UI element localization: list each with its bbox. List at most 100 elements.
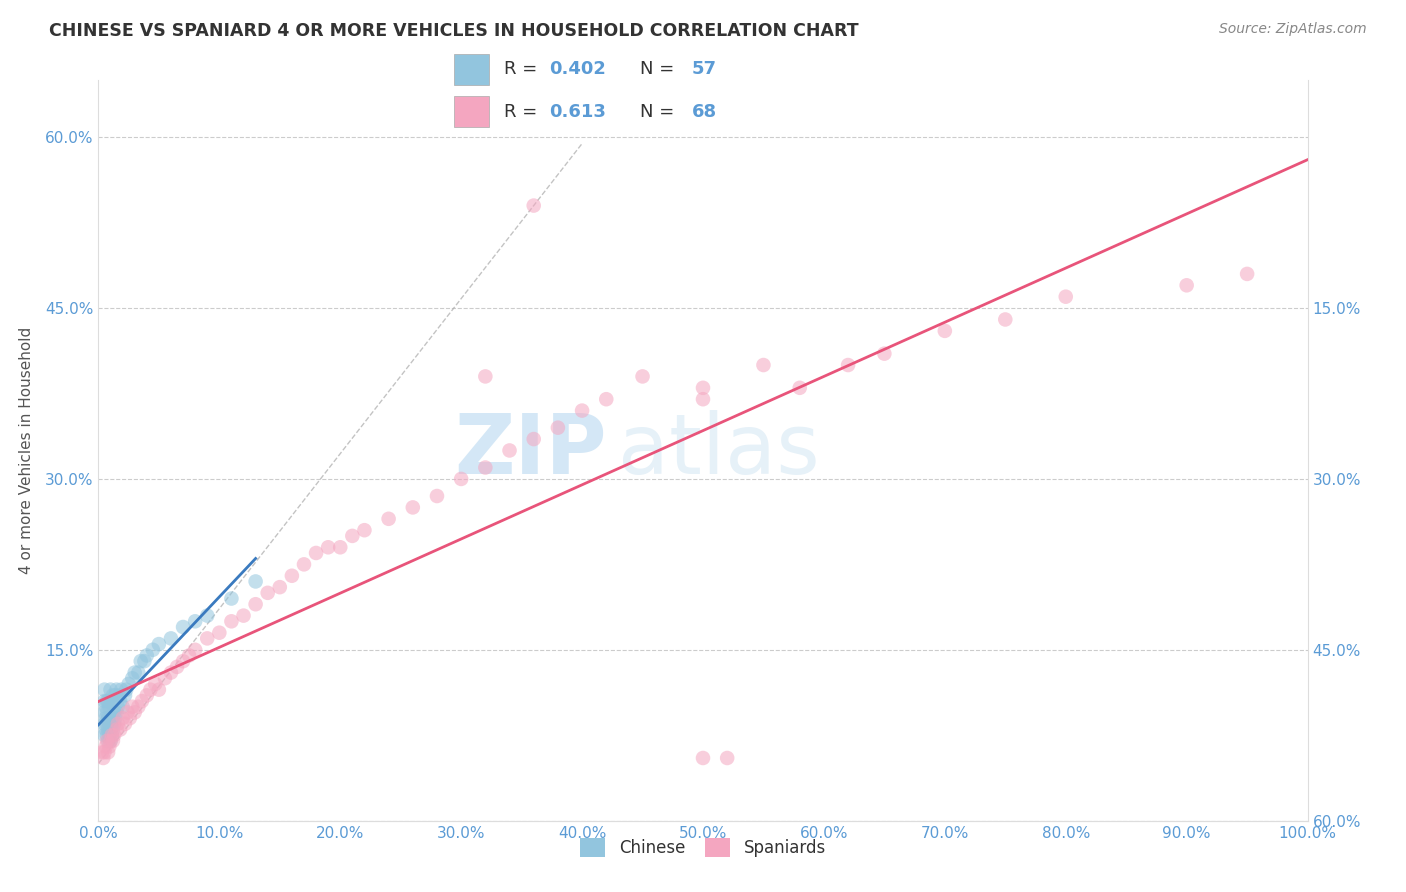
Point xyxy=(97,745,120,759)
Point xyxy=(121,671,143,685)
Point xyxy=(129,654,152,668)
Point xyxy=(160,632,183,646)
Text: N =: N = xyxy=(640,61,681,78)
Point xyxy=(96,728,118,742)
Point xyxy=(105,706,128,720)
Point xyxy=(97,694,120,708)
Point xyxy=(93,706,115,720)
Point xyxy=(245,574,267,589)
Point xyxy=(118,677,141,691)
Point xyxy=(184,642,207,657)
Point xyxy=(377,512,399,526)
Point xyxy=(153,671,176,685)
Point xyxy=(523,198,546,212)
Point xyxy=(135,689,157,703)
Point xyxy=(100,728,122,742)
Point xyxy=(97,723,120,737)
Point xyxy=(97,711,120,725)
Bar xyxy=(454,54,489,85)
Point xyxy=(450,472,472,486)
Point xyxy=(103,716,125,731)
Point xyxy=(101,723,124,737)
Point xyxy=(105,723,128,737)
Point xyxy=(127,699,149,714)
Point xyxy=(172,654,194,668)
Point xyxy=(117,706,139,720)
Point xyxy=(108,689,131,703)
Point xyxy=(115,682,138,697)
Point xyxy=(98,739,121,754)
Point xyxy=(135,648,157,663)
Text: 68: 68 xyxy=(692,103,717,120)
Point xyxy=(96,734,118,748)
Point xyxy=(873,346,896,360)
Point xyxy=(143,677,166,691)
Point xyxy=(93,694,115,708)
Point xyxy=(184,615,207,629)
Text: R =: R = xyxy=(503,103,543,120)
Text: R =: R = xyxy=(503,61,543,78)
Point xyxy=(1054,290,1077,304)
Text: 57: 57 xyxy=(692,61,717,78)
Point xyxy=(96,716,118,731)
Point xyxy=(994,312,1017,326)
Point xyxy=(93,682,115,697)
Text: 0.402: 0.402 xyxy=(548,61,606,78)
Point xyxy=(94,739,117,754)
Legend: Chinese, Spaniards: Chinese, Spaniards xyxy=(574,831,832,864)
Point xyxy=(329,541,352,555)
Point xyxy=(269,580,291,594)
Point xyxy=(100,682,122,697)
Point xyxy=(789,381,811,395)
Point xyxy=(692,392,714,407)
Y-axis label: 4 or more Vehicles in Household: 4 or more Vehicles in Household xyxy=(18,326,34,574)
Point xyxy=(142,642,165,657)
Point xyxy=(195,632,218,646)
Point xyxy=(316,541,339,555)
Point xyxy=(716,751,738,765)
Point xyxy=(195,608,218,623)
Point xyxy=(94,711,117,725)
Text: ZIP: ZIP xyxy=(454,410,606,491)
Point xyxy=(547,420,569,434)
Point xyxy=(121,699,143,714)
Point xyxy=(100,694,122,708)
Point xyxy=(221,591,243,606)
Point xyxy=(98,728,121,742)
Point xyxy=(232,608,254,623)
Point xyxy=(692,751,714,765)
Point xyxy=(124,706,146,720)
Point xyxy=(96,706,118,720)
Point xyxy=(101,734,124,748)
Point xyxy=(221,615,243,629)
Point xyxy=(426,489,449,503)
Text: N =: N = xyxy=(640,103,681,120)
Text: Source: ZipAtlas.com: Source: ZipAtlas.com xyxy=(1219,22,1367,37)
Point xyxy=(104,689,127,703)
Point xyxy=(148,682,170,697)
Point xyxy=(139,682,162,697)
Point xyxy=(111,711,134,725)
Point xyxy=(101,711,124,725)
Point xyxy=(571,403,593,417)
Point xyxy=(245,597,267,611)
Point xyxy=(124,665,146,680)
Point xyxy=(595,392,617,407)
Point xyxy=(474,369,496,384)
Point xyxy=(104,711,127,725)
Point xyxy=(94,699,117,714)
Point xyxy=(292,558,315,572)
Point xyxy=(160,665,183,680)
Point xyxy=(93,716,115,731)
Text: CHINESE VS SPANIARD 4 OR MORE VEHICLES IN HOUSEHOLD CORRELATION CHART: CHINESE VS SPANIARD 4 OR MORE VEHICLES I… xyxy=(49,22,859,40)
Point xyxy=(114,716,136,731)
Point xyxy=(114,689,136,703)
Point xyxy=(93,728,115,742)
Point xyxy=(100,734,122,748)
Point xyxy=(179,648,201,663)
Point xyxy=(98,716,121,731)
Point xyxy=(100,711,122,725)
Point xyxy=(166,660,188,674)
Point xyxy=(305,546,328,560)
Point xyxy=(108,694,131,708)
